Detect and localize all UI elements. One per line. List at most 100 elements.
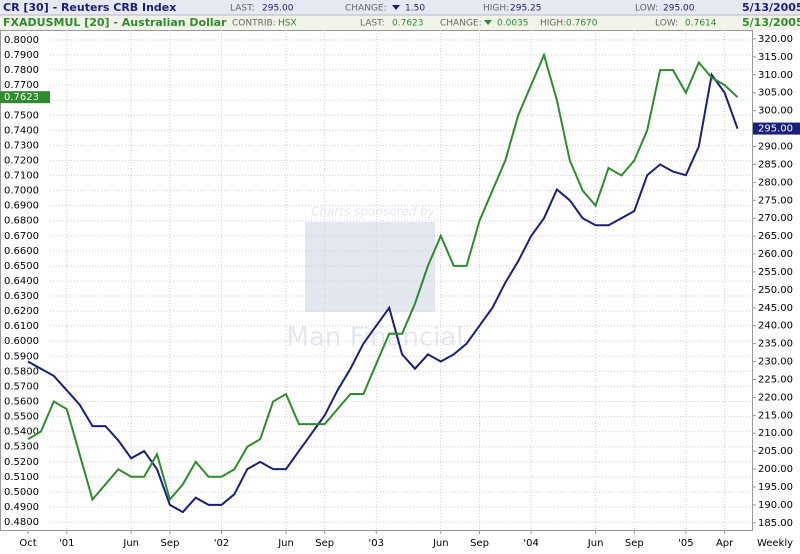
header-row [0,15,800,30]
y2-tick-label: 185.00 [758,518,793,529]
y2-tick-label: 270.00 [758,213,793,224]
y-tick-label: 0.5400 [4,427,39,438]
y-tick-label: 0.4800 [4,517,39,528]
x-tick-label: '05 [678,538,693,549]
quote-value: 295.25 [510,4,542,14]
quote-label: HIGH: [540,19,566,29]
last-price-box [0,91,50,104]
y2-tick-label: 260.00 [758,249,793,260]
y2-tick-label: 225.00 [758,374,793,385]
y-tick-label: 0.5700 [4,381,39,392]
x-tick-label: Sep [625,538,644,549]
y-tick-label: 0.6400 [4,276,39,287]
x-tick-label: Oct [19,538,36,549]
y-tick-label: 0.6000 [4,336,39,347]
y2-tick-label: 320.00 [758,34,793,45]
down-arrow [392,5,400,10]
y-tick-label: 0.7000 [4,186,39,197]
series-line [27,72,739,514]
x-tick-label: Jun [277,538,294,549]
series-line [27,52,739,502]
quote-label: HIGH: [483,4,509,14]
y2-tick-label: 285.00 [758,159,793,170]
down-arrow [484,20,492,25]
y-tick-label: 0.4900 [4,502,39,513]
quote-value: 0.7670 [566,19,598,29]
quote-value: 1.50 [405,4,425,14]
x-tick-label: Jun [122,538,139,549]
y2-tick-label: 190.00 [758,500,793,511]
y2-tick-label: 305.00 [758,88,793,99]
y-tick-label: 0.6500 [4,261,39,272]
y-tick-label: 0.5500 [4,412,39,423]
quote-value: 5/13/2005 [742,1,800,14]
y2-tick-label: 280.00 [758,177,793,188]
y-tick-label: 0.7500 [4,110,39,121]
y-tick-label: 0.5200 [4,457,39,468]
x-tick-label: Jun [432,538,449,549]
x-tick-label: '02 [214,538,229,549]
y-tick-label: 0.7300 [4,140,39,151]
y-tick-label: 0.6300 [4,291,39,302]
quote-label: LAST: [360,19,385,29]
y-tick-label: 0.6800 [4,216,39,227]
y2-tick-label: 310.00 [758,70,793,81]
last-price-label: 0.7623 [4,92,39,103]
last-price-label: 295.00 [758,124,793,135]
watermark-text: Charts sponsored by: [311,205,439,219]
y-tick-label: 0.8000 [4,35,39,46]
y-tick-label: 0.6900 [4,201,39,212]
y2-tick-label: 200.00 [758,464,793,475]
watermark-logo [305,222,435,312]
x-tick-label: Jun [587,538,604,549]
y-tick-label: 0.5100 [4,472,39,483]
y2-tick-label: 230.00 [758,357,793,368]
x-tick-label: Apr [716,538,734,549]
y-tick-label: 0.7900 [4,50,39,61]
y-tick-label: 0.7100 [4,171,39,182]
quote-value: 295.00 [663,4,695,14]
y-tick-label: 0.5300 [4,442,39,453]
y2-tick-label: 210.00 [758,428,793,439]
quote-value: 5/13/2005 [742,16,800,29]
quote-label: CONTRIB: [232,19,276,29]
quote-value: 0.7614 [685,19,717,29]
y2-tick-label: 220.00 [758,392,793,403]
quote-label: CHANGE: [345,4,387,14]
symbol-name: FXADUSMUL [20] - Australian Dollar [3,16,227,29]
y-tick-label: 0.6100 [4,321,39,332]
y2-tick-label: 265.00 [758,231,793,242]
x-tick-label: '01 [59,538,74,549]
quote-value: 0.0035 [497,19,529,29]
x-tick-label: '04 [523,538,538,549]
quote-label: CHANGE: [440,19,482,29]
y-tick-label: 0.7400 [4,125,39,136]
y2-tick-label: 290.00 [758,141,793,152]
y2-tick-label: 235.00 [758,339,793,350]
header-row [0,0,800,15]
y2-tick-label: 250.00 [758,285,793,296]
y-tick-label: 0.5800 [4,366,39,377]
symbol-name: CR [30] - Reuters CRB Index [3,1,176,14]
y2-tick-label: 205.00 [758,446,793,457]
quote-label: LOW: [635,4,658,14]
y-tick-label: 0.6700 [4,231,39,242]
y2-tick-label: 240.00 [758,321,793,332]
y-tick-label: 0.6600 [4,246,39,257]
x-tick-label: Sep [160,538,179,549]
y2-tick-label: 275.00 [758,195,793,206]
y-tick-label: 0.7700 [4,80,39,91]
y-tick-label: 0.6200 [4,306,39,317]
y2-tick-label: 245.00 [758,303,793,314]
quote-label: LOW: [655,19,678,29]
x-tick-label: '03 [369,538,384,549]
y2-tick-label: 315.00 [758,52,793,63]
y2-tick-label: 300.00 [758,106,793,117]
x-tick-label: Sep [470,538,489,549]
last-price-box [753,122,800,135]
y-tick-label: 0.5000 [4,487,39,498]
quote-label: LAST: [230,4,255,14]
y-tick-label: 0.7800 [4,65,39,76]
